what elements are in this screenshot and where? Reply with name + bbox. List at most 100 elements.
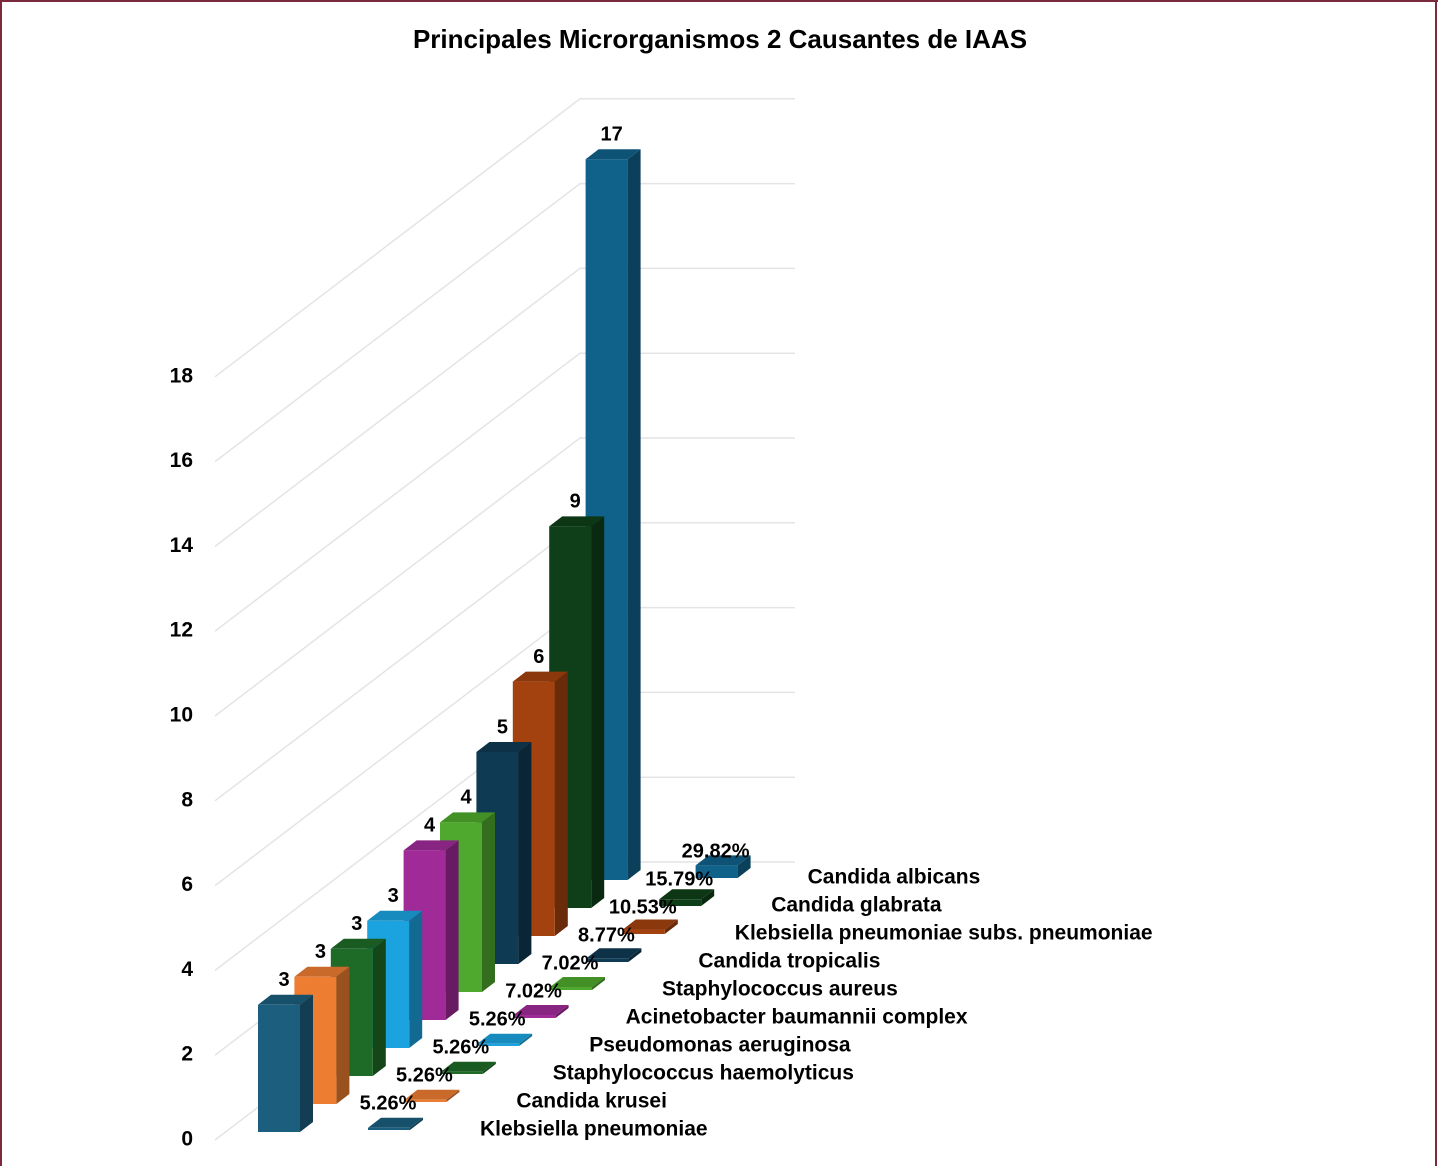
bar-front	[368, 1127, 410, 1130]
bar-top	[294, 966, 350, 977]
bar-top	[440, 1061, 496, 1072]
bar-top	[440, 812, 495, 823]
bar-top	[695, 855, 751, 866]
data-label: 7.02%	[505, 980, 562, 1002]
bar-top	[549, 516, 605, 527]
bar-top	[477, 1033, 533, 1044]
data-label: 3	[315, 941, 326, 963]
data-label: 3	[278, 969, 289, 991]
bar-side	[628, 948, 642, 962]
y-tick-label: 6	[181, 873, 193, 896]
y-tick-label: 8	[181, 788, 193, 811]
data-label: 4	[460, 787, 472, 809]
bar-side	[737, 855, 751, 878]
bar-top	[622, 919, 678, 930]
bar-side	[446, 1089, 460, 1102]
grid-line	[214, 352, 795, 632]
grid-line	[214, 98, 795, 378]
bar	[404, 1089, 460, 1102]
data-label: 3	[351, 913, 362, 935]
bar-top	[367, 910, 423, 921]
bar-front	[550, 987, 592, 990]
data-label: 10.53%	[609, 896, 677, 918]
bar-side	[482, 812, 495, 992]
bar-front	[622, 929, 665, 934]
data-label: 29.82%	[682, 840, 750, 862]
grid-line	[214, 182, 795, 463]
bar	[440, 1061, 496, 1074]
bar	[695, 855, 751, 878]
bar-side	[518, 742, 532, 964]
bar-top	[586, 948, 642, 959]
bar-side	[554, 671, 568, 936]
bar-front	[586, 958, 629, 962]
bar-top	[659, 889, 715, 900]
bar	[659, 889, 715, 906]
bar-front	[477, 1043, 520, 1046]
y-tick-label: 4	[181, 958, 193, 981]
data-label: 5.26%	[360, 1092, 417, 1114]
bar-side	[701, 889, 715, 906]
bar-front	[404, 1099, 447, 1102]
bar-side	[591, 516, 605, 908]
category-label: Pseudomonas aeruginosa	[589, 1034, 851, 1057]
data-label: 15.79%	[645, 868, 713, 890]
y-tick-label: 2	[181, 1043, 193, 1066]
data-label: 17	[600, 123, 622, 145]
bar-side	[627, 149, 641, 880]
data-label: 5.26%	[432, 1036, 489, 1058]
category-label: Candida albicans	[808, 866, 981, 889]
bar-top	[585, 149, 641, 160]
bar-top	[403, 840, 459, 851]
data-label: 3	[388, 885, 399, 907]
category-label: Staphylococcus haemolyticus	[553, 1062, 854, 1085]
bar-top	[368, 1117, 423, 1128]
bar-top	[512, 671, 568, 682]
category-label: Candida krusei	[516, 1090, 667, 1113]
chart-title: Principales Microrganismos 2 Causantes d…	[413, 24, 1027, 54]
category-label: Candida tropicalis	[698, 950, 880, 973]
data-label: 5.26%	[469, 1008, 526, 1030]
y-tick-label: 10	[170, 704, 193, 727]
data-label: 5.26%	[396, 1064, 453, 1086]
bar-front	[258, 1004, 300, 1132]
bar	[586, 948, 642, 962]
bar-top	[476, 742, 532, 752]
bar-top	[330, 938, 386, 949]
bar-side	[445, 840, 459, 1020]
data-label: 9	[570, 491, 581, 513]
bar-side	[336, 966, 350, 1104]
bar-side	[519, 1033, 533, 1046]
bar-front	[440, 1071, 483, 1074]
category-label: Candida glabrata	[771, 894, 942, 917]
data-label: 4	[424, 815, 436, 837]
bar	[368, 1117, 423, 1130]
y-tick-label: 14	[170, 534, 194, 557]
y-tick-label: 0	[181, 1128, 193, 1151]
bar	[622, 919, 678, 934]
data-label: 5	[497, 716, 508, 738]
grid-line	[214, 437, 795, 717]
bar	[550, 977, 605, 990]
bar-top	[513, 1005, 569, 1016]
bar-front	[513, 1015, 556, 1018]
category-label: Staphylococcus aureus	[662, 978, 898, 1001]
bar-side	[664, 919, 678, 934]
bar-side	[410, 1117, 423, 1130]
bar	[477, 1033, 533, 1046]
y-tick-label: 18	[170, 364, 194, 387]
bar-front	[659, 899, 702, 906]
category-label: Klebsiella pneumoniae subs. pneumoniae	[735, 922, 1153, 945]
bar-side	[409, 910, 423, 1048]
data-label: 7.02%	[542, 952, 599, 974]
grid-line	[214, 267, 795, 547]
bar-front	[695, 865, 738, 878]
data-label: 8.77%	[578, 924, 635, 946]
data-label: 6	[533, 646, 544, 668]
category-label: Acinetobacter baumannii complex	[626, 1006, 968, 1029]
bar-side	[555, 1005, 569, 1018]
bar-top	[404, 1089, 460, 1100]
bar	[513, 1005, 569, 1018]
